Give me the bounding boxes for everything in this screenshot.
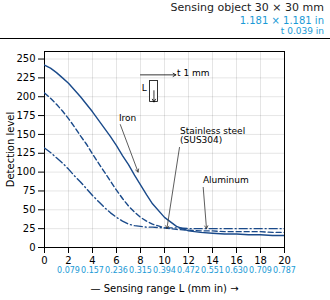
html-text:Sensing object 30 × 30 mm: Sensing object 30 × 30 mm [170,1,324,14]
svg-text:150: 150 [16,129,35,140]
svg-text:2: 2 [65,255,71,266]
svg-text:0.236: 0.236 [105,267,128,276]
svg-text:16: 16 [230,255,243,266]
svg-text:0.472: 0.472 [177,267,200,276]
svg-text:— Sensing range L (mm in) →: — Sensing range L (mm in) → [90,283,238,294]
svg-text:0.787: 0.787 [273,267,296,276]
svg-text:0.394: 0.394 [153,267,176,276]
svg-text:0: 0 [41,255,47,266]
svg-text:6: 6 [113,255,119,266]
svg-text:10: 10 [158,255,171,266]
html-text:t 0.039 in: t 0.039 in [280,26,324,37]
svg-text:14: 14 [206,255,219,266]
svg-text:125: 125 [16,148,35,159]
svg-text:Iron: Iron [119,113,136,123]
svg-text:0.551: 0.551 [201,267,224,276]
svg-text:200: 200 [16,91,35,102]
svg-text:0.315: 0.315 [129,267,152,276]
svg-text:0.709: 0.709 [249,267,272,276]
svg-text:L: L [142,84,147,94]
svg-text:0: 0 [29,242,35,253]
svg-text:100: 100 [16,167,35,178]
svg-text:250: 250 [16,54,35,65]
svg-text:0.079: 0.079 [57,267,80,276]
svg-text:t 1 mm: t 1 mm [177,68,210,78]
svg-text:0.630: 0.630 [225,267,248,276]
html-text:1.181 × 1.181 in: 1.181 × 1.181 in [239,14,324,26]
svg-text:Stainless steel(SUS304): Stainless steel(SUS304) [180,127,245,146]
svg-text:25: 25 [23,223,36,234]
svg-text:175: 175 [16,110,35,121]
svg-text:8: 8 [137,255,143,266]
svg-text:4: 4 [89,255,95,266]
svg-text:20: 20 [278,255,291,266]
svg-text:Detection level: Detection level [5,112,16,188]
svg-text:50: 50 [23,204,36,215]
svg-text:75: 75 [23,186,36,197]
svg-text:0.157: 0.157 [81,267,104,276]
svg-text:225: 225 [16,73,35,84]
svg-text:12: 12 [182,255,195,266]
svg-text:Aluminum: Aluminum [203,176,249,186]
svg-text:18: 18 [254,255,267,266]
